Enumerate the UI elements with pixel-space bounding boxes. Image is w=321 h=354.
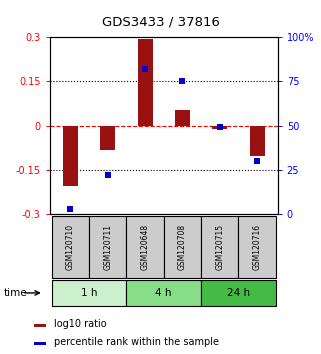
Bar [126,216,164,278]
Text: time: time [3,288,27,298]
Point [180,79,185,84]
Point [217,125,222,130]
Bar [34,324,46,327]
Point [255,158,260,164]
Bar [164,216,201,278]
Text: 24 h: 24 h [227,288,250,298]
Text: GSM120710: GSM120710 [66,224,75,270]
Bar [250,126,265,156]
Text: GDS3433 / 37816: GDS3433 / 37816 [101,16,220,29]
Bar [239,216,276,278]
Bar [63,126,78,186]
Text: GSM120716: GSM120716 [253,224,262,270]
Bar [52,216,89,278]
Bar [100,126,115,150]
Point [105,172,110,178]
Bar [212,126,227,129]
Text: GSM120711: GSM120711 [103,224,112,270]
Bar [201,280,276,306]
Bar [52,280,126,306]
Text: percentile rank within the sample: percentile rank within the sample [54,337,219,347]
Bar [89,216,126,278]
Bar [201,216,239,278]
Bar [175,110,190,126]
Text: log10 ratio: log10 ratio [54,319,107,329]
Bar [126,280,201,306]
Text: 4 h: 4 h [155,288,172,298]
Text: GSM120648: GSM120648 [141,224,150,270]
Point [143,66,148,72]
Bar [34,342,46,345]
Bar [138,39,152,126]
Text: 1 h: 1 h [81,288,97,298]
Text: GSM120708: GSM120708 [178,224,187,270]
Text: GSM120715: GSM120715 [215,224,224,270]
Point [68,206,73,212]
